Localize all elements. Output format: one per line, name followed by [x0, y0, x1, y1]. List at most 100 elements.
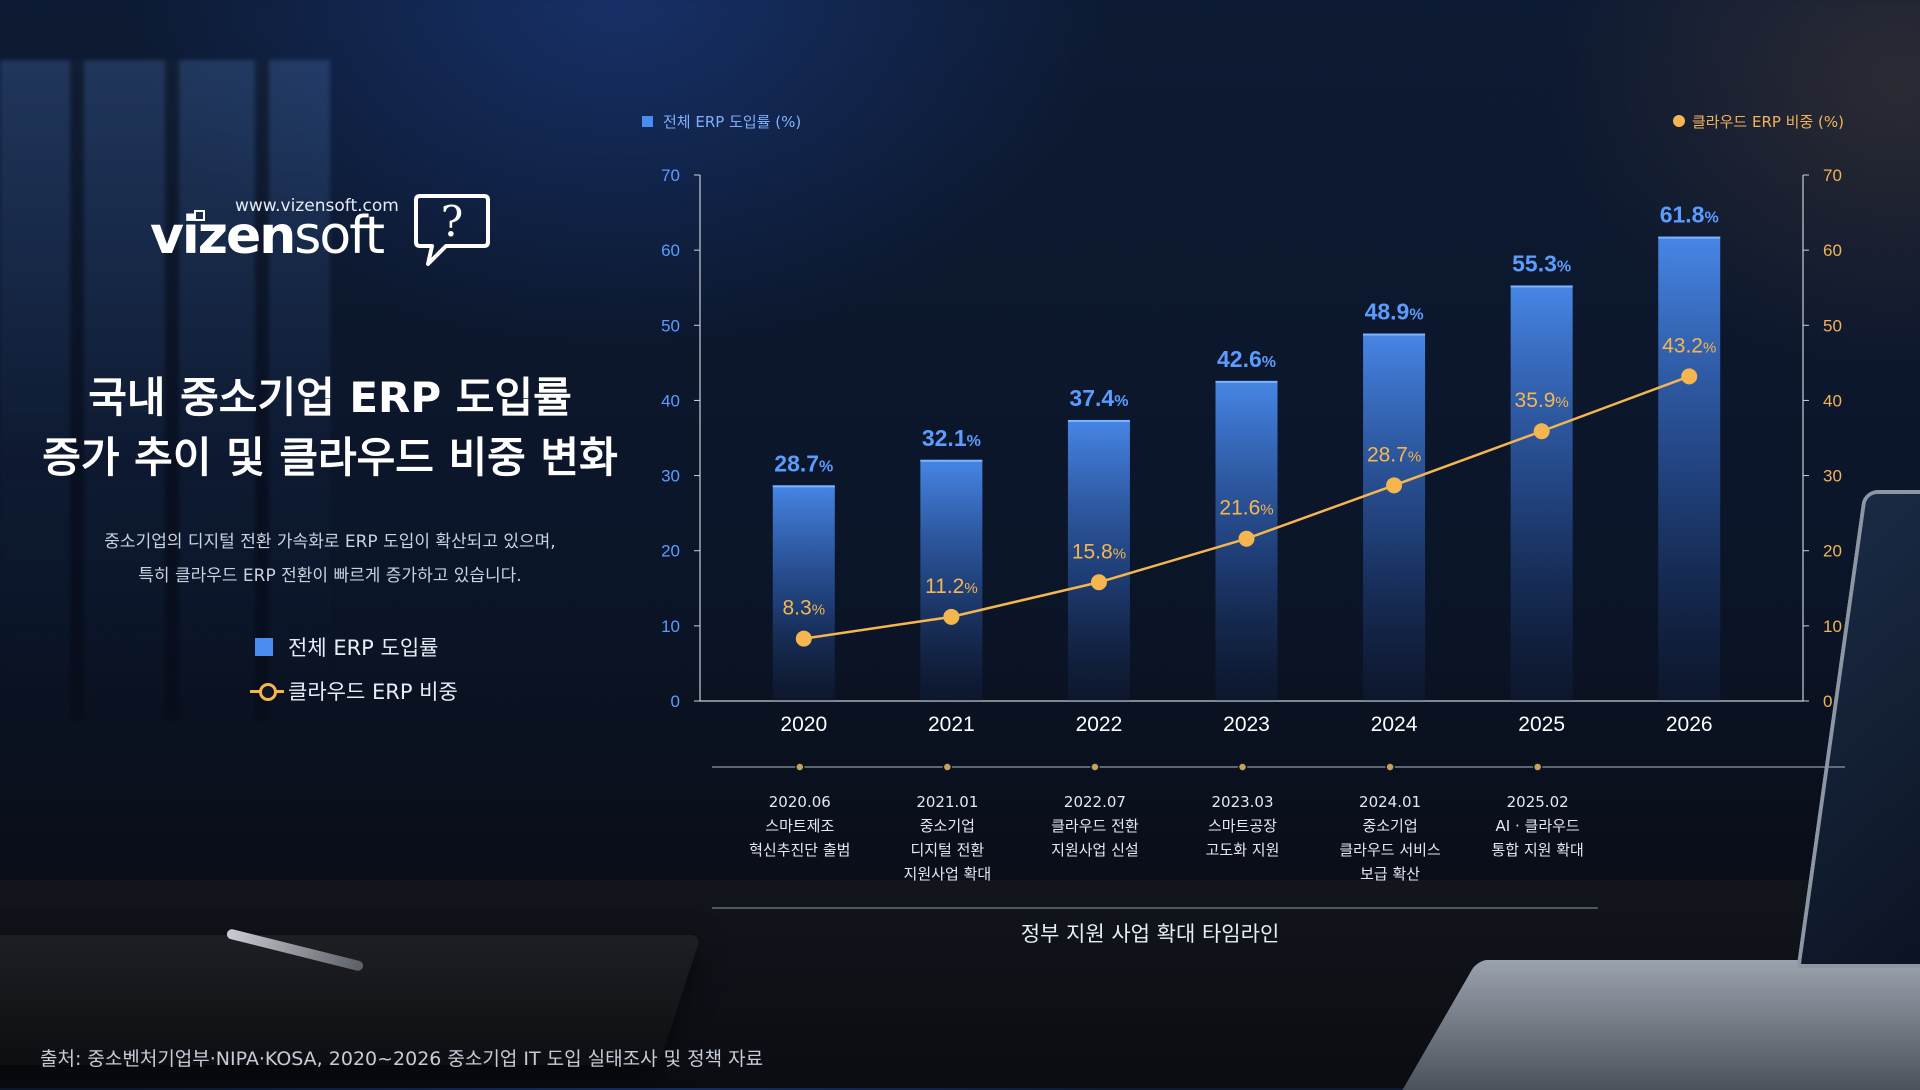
line-point-2022 [1090, 574, 1107, 591]
timeline-event-text: 중소기업 [1362, 817, 1418, 835]
right-y-tick-label: 20 [1823, 542, 1842, 561]
top-legend-bar-swatch [642, 116, 653, 127]
title-line-2: 증가 추이 및 클라우드 비중 변화 [42, 433, 618, 482]
bar-value-label: 61.8% [1660, 202, 1719, 228]
logo-url: www.vizensoft.com [235, 196, 399, 216]
right-y-tick-label: 10 [1823, 617, 1842, 636]
vizensoft-logo: www.vizensoft.com vizensoft ? [150, 190, 500, 280]
x-tick-label: 2022 [1076, 713, 1123, 736]
question-mark-speech-bubble-icon: ? [414, 194, 490, 266]
timeline-event-text: 클라우드 전환 [1051, 817, 1139, 835]
left-y-tick-label: 50 [661, 316, 680, 335]
timeline-event-text: 지원사업 신설 [1051, 841, 1139, 859]
line-value-label: 43.2% [1662, 334, 1716, 357]
bar-top-edge [920, 459, 983, 462]
bar-top-edge [1510, 285, 1573, 288]
line-value-label: 11.2% [925, 575, 978, 598]
line-value-label: 8.3% [783, 597, 826, 620]
background-window [0, 60, 330, 720]
timeline-event-text: 중소기업 [919, 817, 975, 835]
timeline-event-date: 2022.07 [1063, 793, 1126, 811]
left-y-tick-label: 0 [671, 692, 680, 711]
bar-value-label: 48.9% [1365, 299, 1424, 325]
line-point-2023 [1238, 530, 1255, 547]
timeline-marker [1532, 762, 1543, 772]
svg-text:?: ? [441, 197, 464, 246]
x-tick-label: 2021 [928, 713, 975, 736]
bar-2024 [1363, 333, 1426, 701]
line-point-2020 [795, 630, 812, 647]
timeline-marker [1237, 762, 1248, 772]
bar-top-edge [1658, 236, 1721, 239]
bar-value-label: 42.6% [1217, 346, 1276, 372]
legend-bar-label: 전체 ERP 도입률 [288, 636, 439, 660]
right-y-tick-label: 40 [1823, 391, 1842, 410]
left-y-tick-label: 10 [661, 617, 680, 636]
bar-2021 [920, 459, 983, 701]
right-y-tick-label: 0 [1823, 692, 1832, 711]
bar-top-edge [1215, 380, 1278, 383]
left-y-tick-label: 40 [661, 391, 680, 410]
line-value-label: 15.8% [1072, 540, 1126, 563]
logo-word-bold: vizen [150, 206, 296, 266]
line-point-2026 [1681, 368, 1698, 385]
timeline-event-text: 혁신추진단 출범 [749, 841, 851, 859]
bar-value-label: 32.1% [922, 425, 981, 451]
timeline-marker [942, 762, 953, 772]
left-y-tick-label: 20 [661, 542, 680, 561]
line-value-label: 21.6% [1219, 497, 1273, 520]
timeline-title: 정부 지원 사업 확대 타임라인 [1020, 922, 1280, 946]
right-y-tick-label: 60 [1823, 241, 1842, 260]
x-tick-label: 2023 [1223, 713, 1270, 736]
page-subtitle: 중소기업의 디지털 전환 가속화로 ERP 도입이 확산되고 있으며, 특히 클… [50, 525, 610, 593]
timeline-marker [1385, 762, 1395, 772]
x-tick-label: 2024 [1371, 713, 1418, 736]
x-tick-label: 2020 [780, 713, 827, 736]
left-y-tick-label: 30 [661, 467, 680, 486]
page-title: 국내 중소기업 ERP 도입률 증가 추이 및 클라우드 비중 변화 [30, 368, 630, 488]
line-point-2024 [1386, 477, 1403, 494]
timeline-marker [795, 762, 805, 772]
legend-bar-swatch [255, 638, 273, 656]
timeline-event-text: AI · 클라우드 [1495, 817, 1580, 835]
subtitle-line-1: 중소기업의 디지털 전환 가속화로 ERP 도입이 확산되고 있으며, [104, 532, 556, 552]
timeline-event-date: 2020.06 [768, 793, 831, 811]
timeline-event-text: 지원사업 확대 [903, 865, 992, 883]
line-value-label: 35.9% [1515, 389, 1569, 412]
bar-2020 [772, 485, 835, 701]
bar-top-edge [772, 485, 835, 488]
right-y-tick-label: 30 [1823, 467, 1842, 486]
bar-2025 [1510, 285, 1573, 701]
timeline-event-date: 2021.01 [916, 793, 979, 811]
bar-value-label: 55.3% [1512, 250, 1571, 276]
logo-word-light: soft [294, 206, 385, 266]
source-note: 출처: 중소벤처기업부·NIPA·KOSA, 2020~2026 중소기업 IT… [40, 1048, 764, 1070]
right-y-tick-label: 50 [1823, 316, 1842, 335]
bar-value-label: 28.7% [774, 450, 833, 476]
x-tick-label: 2025 [1518, 713, 1565, 736]
timeline-event-date: 2024.01 [1359, 793, 1422, 811]
timeline-event-date: 2023.03 [1211, 793, 1274, 811]
timeline-event-text: 보급 확산 [1360, 865, 1421, 883]
line-point-2021 [943, 608, 960, 625]
x-tick-label: 2026 [1666, 713, 1713, 736]
timeline-event-text: 스마트제조 [765, 817, 835, 835]
bar-value-label: 37.4% [1069, 385, 1128, 411]
legend-line-marker [259, 683, 277, 701]
left-y-tick-label: 70 [661, 166, 680, 185]
timeline-event-date: 2025.02 [1506, 793, 1569, 811]
timeline-marker [1090, 762, 1100, 772]
top-legend-line-label: 클라우드 ERP 비중 (%) [1692, 113, 1844, 131]
timeline-event-text: 스마트공장 [1207, 817, 1277, 835]
timeline-event-text: 고도화 지원 [1205, 841, 1280, 859]
bar-2026 [1658, 236, 1721, 702]
title-line-1: 국내 중소기업 ERP 도입률 [88, 373, 572, 422]
line-point-2025 [1533, 423, 1550, 440]
bar-top-edge [1067, 419, 1130, 422]
timeline-event-text: 통합 지원 확대 [1491, 841, 1584, 859]
